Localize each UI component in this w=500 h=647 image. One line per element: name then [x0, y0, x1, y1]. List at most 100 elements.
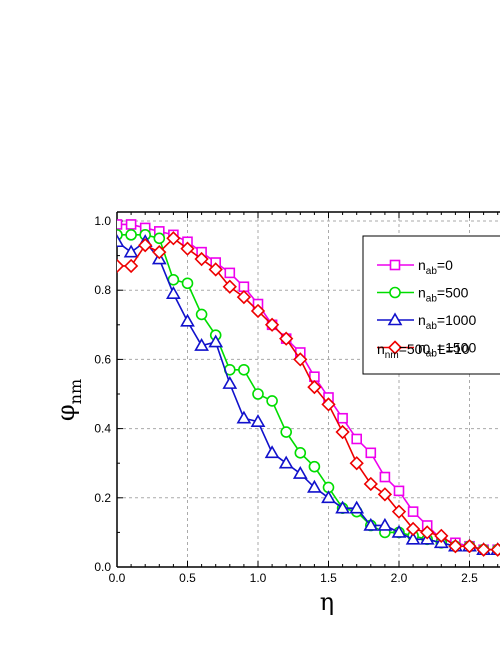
- data-point-circle: [308, 460, 321, 473]
- data-point-diamond: [264, 317, 280, 332]
- legend-label-pre: n: [418, 257, 426, 273]
- legend-label-pre: n: [418, 340, 426, 356]
- data-point-square: [379, 471, 391, 483]
- data-point-diamond: [387, 340, 403, 355]
- data-point-triangle: [222, 376, 238, 389]
- x-tick-label: 1.5: [320, 571, 337, 585]
- data-point-triangle: [292, 465, 308, 479]
- data-point-triangle: [405, 531, 421, 545]
- data-point-triangle: [264, 445, 280, 459]
- legend-label-sub: ab: [426, 321, 438, 332]
- legend-label: nab=500: [418, 285, 469, 305]
- x-axis-label: η: [320, 588, 334, 616]
- legend-item: nab=1000: [377, 312, 476, 332]
- data-point-circle: [195, 308, 208, 321]
- data-point-diamond: [166, 231, 181, 246]
- data-point-diamond: [123, 258, 139, 274]
- legend-note: nnm=500, L=10: [377, 341, 470, 361]
- y-tick-label: 1.0: [94, 214, 111, 228]
- series-group: [117, 219, 500, 557]
- legend-item: nab=500: [377, 285, 469, 305]
- data-point-triangle: [349, 500, 365, 514]
- legend-note-post: =500, L=10: [399, 341, 470, 357]
- data-point-triangle: [250, 414, 266, 427]
- data-point-circle: [252, 388, 264, 400]
- data-point-circle: [266, 395, 278, 407]
- data-point-triangle: [123, 244, 139, 258]
- data-point-square: [238, 281, 250, 293]
- legend-label-sub: ab: [426, 294, 438, 305]
- data-point-triangle: [208, 334, 224, 348]
- data-point-triangle: [335, 500, 350, 514]
- data-point-triangle: [307, 479, 322, 493]
- legend-note-pre: n: [377, 341, 385, 357]
- data-point-triangle: [180, 313, 195, 327]
- x-tick-label: 0.5: [179, 571, 196, 585]
- x-tick-label: 2.0: [391, 571, 408, 585]
- data-point-diamond: [293, 352, 308, 367]
- data-point-square: [337, 412, 348, 424]
- series-diamond: [117, 231, 500, 557]
- data-point-diamond: [222, 279, 237, 294]
- data-point-triangle: [377, 517, 393, 531]
- data-point-diamond: [349, 456, 364, 471]
- data-point-square: [117, 219, 123, 230]
- data-point-diamond: [117, 258, 125, 274]
- x-tick-label: 0.0: [109, 571, 126, 585]
- data-point-diamond: [250, 303, 266, 319]
- data-point-diamond: [152, 245, 167, 260]
- legend-label-post: =1500: [437, 340, 477, 356]
- data-point-diamond: [321, 397, 336, 412]
- data-point-square: [365, 447, 377, 459]
- data-point-triangle: [166, 286, 181, 299]
- legend-label: nab=1500: [418, 340, 476, 360]
- data-point-diamond: [208, 262, 223, 277]
- data-point-diamond: [279, 331, 294, 346]
- data-point-circle: [181, 277, 194, 290]
- data-point-triangle: [363, 517, 379, 531]
- y-axis-label: φnm: [52, 379, 85, 421]
- data-point-diamond: [405, 521, 421, 537]
- y-tick-label: 0.4: [94, 422, 111, 436]
- data-point-square: [351, 433, 363, 445]
- data-point-diamond: [363, 476, 378, 492]
- data-point-triangle: [278, 455, 294, 469]
- data-point-square: [389, 259, 401, 271]
- data-point-triangle: [194, 337, 209, 351]
- data-point-diamond: [180, 241, 195, 256]
- data-point-circle: [153, 232, 166, 245]
- legend-label: nab=1000: [418, 312, 476, 332]
- data-point-triangle: [236, 410, 252, 424]
- data-point-triangle: [391, 524, 407, 538]
- data-point-diamond: [236, 289, 252, 305]
- data-point-circle: [125, 229, 137, 241]
- data-point-triangle: [387, 312, 403, 326]
- legend-label-sub: ab: [426, 349, 438, 360]
- data-point-diamond: [448, 539, 463, 554]
- data-point-square: [125, 219, 137, 230]
- data-point-diamond: [138, 238, 153, 253]
- x-tick-label: 1.0: [250, 571, 267, 585]
- data-point-square: [224, 267, 236, 279]
- y-tick-label: 0.6: [94, 352, 111, 366]
- y-axis-label-sub: nm: [66, 379, 85, 404]
- data-point-square: [393, 485, 405, 497]
- y-tick-label: 0.8: [94, 283, 111, 297]
- axis-labels: 0.0 0.5 1.0 1.5 2.0 2.5 0.0 0.2 0.4 0.6 0.8 1.0 η φnm: [52, 214, 478, 616]
- data-point-triangle: [117, 234, 125, 248]
- legend-label-pre: n: [418, 312, 426, 328]
- data-point-diamond: [335, 424, 350, 440]
- data-point-diamond: [420, 525, 435, 540]
- legend-label-post: =0: [437, 257, 453, 273]
- data-point-diamond: [194, 251, 209, 267]
- data-point-diamond: [307, 379, 322, 395]
- legend-box: [362, 235, 500, 375]
- legend-note-sub: nm: [385, 350, 399, 361]
- x-tick-label: 2.5: [461, 571, 478, 585]
- data-point-square: [407, 506, 419, 517]
- y-tick-label: 0.0: [94, 560, 111, 574]
- data-point-triangle: [321, 490, 336, 504]
- y-tick-label: 0.2: [94, 491, 111, 505]
